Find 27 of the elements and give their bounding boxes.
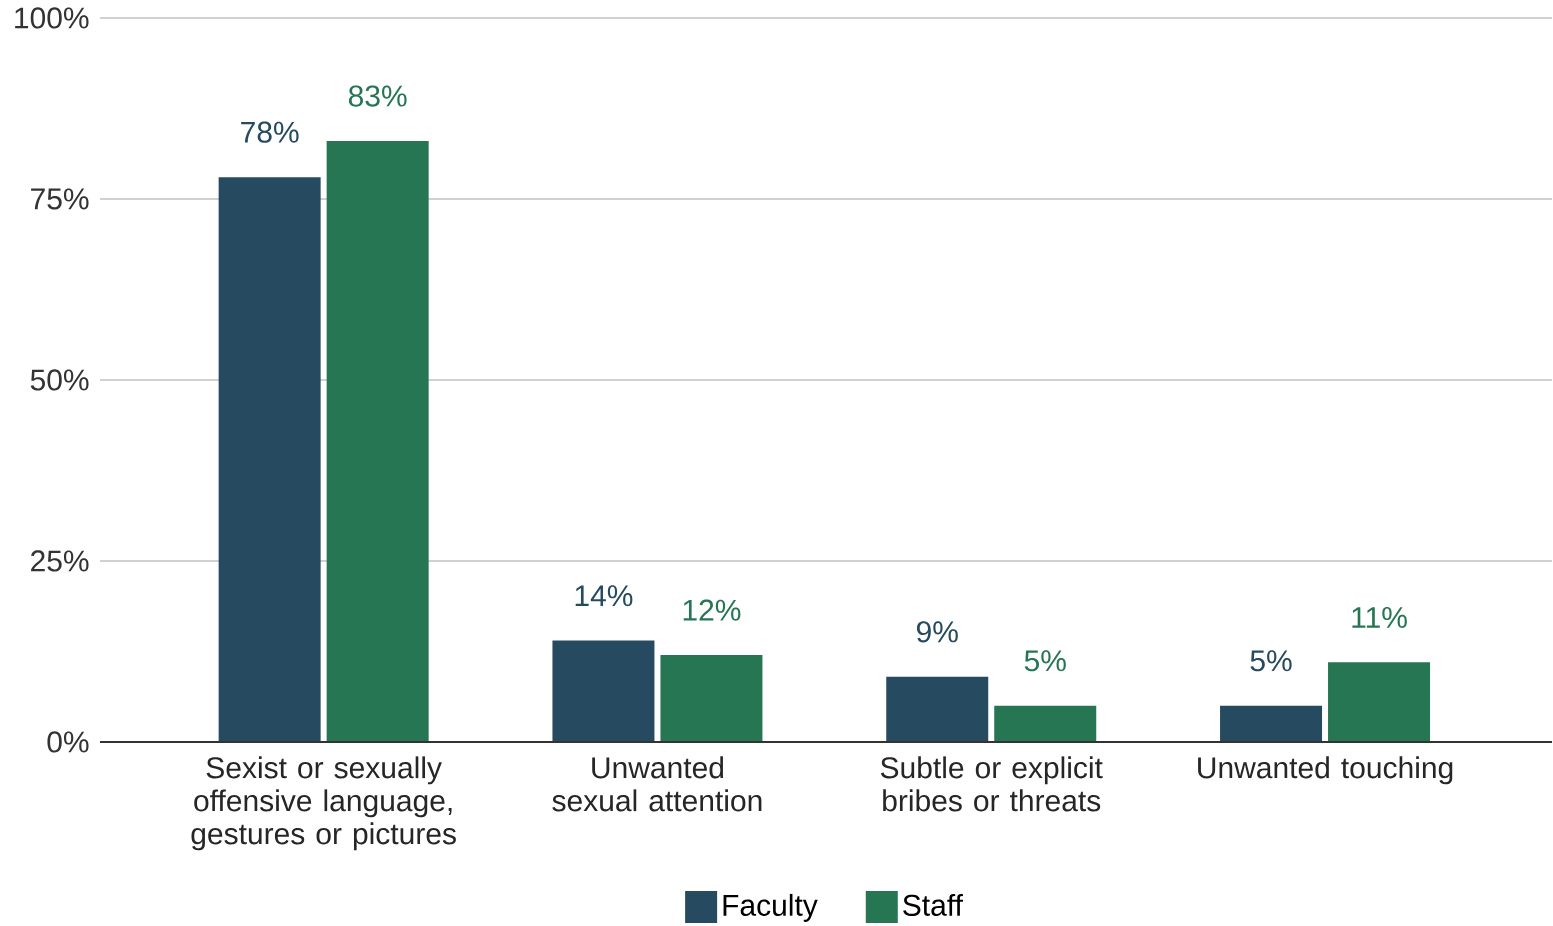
bar [1220,705,1323,742]
y-tick-label: 100% [15,7,89,29]
bar [1328,662,1431,742]
data-label: 78% [241,121,299,143]
bar [886,676,989,742]
bar [994,705,1097,742]
bar [660,655,763,742]
legend-label: Faculty [723,893,818,922]
data-label: 14% [575,585,633,607]
x-tick-label: Unwanted sexual attention [552,756,762,812]
bar [552,640,655,742]
bar [218,177,321,742]
y-tick-label: 75% [31,188,89,210]
x-tick-label: Subtle or explicit bribes or threats [880,756,1103,812]
data-label: 83% [348,85,407,107]
y-tick-label: 50% [30,369,89,391]
x-tick-label: Sexist or sexually offensive language, gestures or pictures [191,756,456,851]
y-tick-label: 0% [47,731,89,753]
data-label: 5% [1250,650,1292,672]
y-tick-label: 25% [31,550,89,572]
data-label: 5% [1024,650,1066,672]
x-tick-label: Unwanted touching [1198,756,1453,785]
data-label: 11% [1352,606,1407,628]
bar [326,141,429,742]
data-label: 9% [916,621,958,643]
data-label: 12% [683,599,741,621]
legend-label: Staff [903,893,963,916]
